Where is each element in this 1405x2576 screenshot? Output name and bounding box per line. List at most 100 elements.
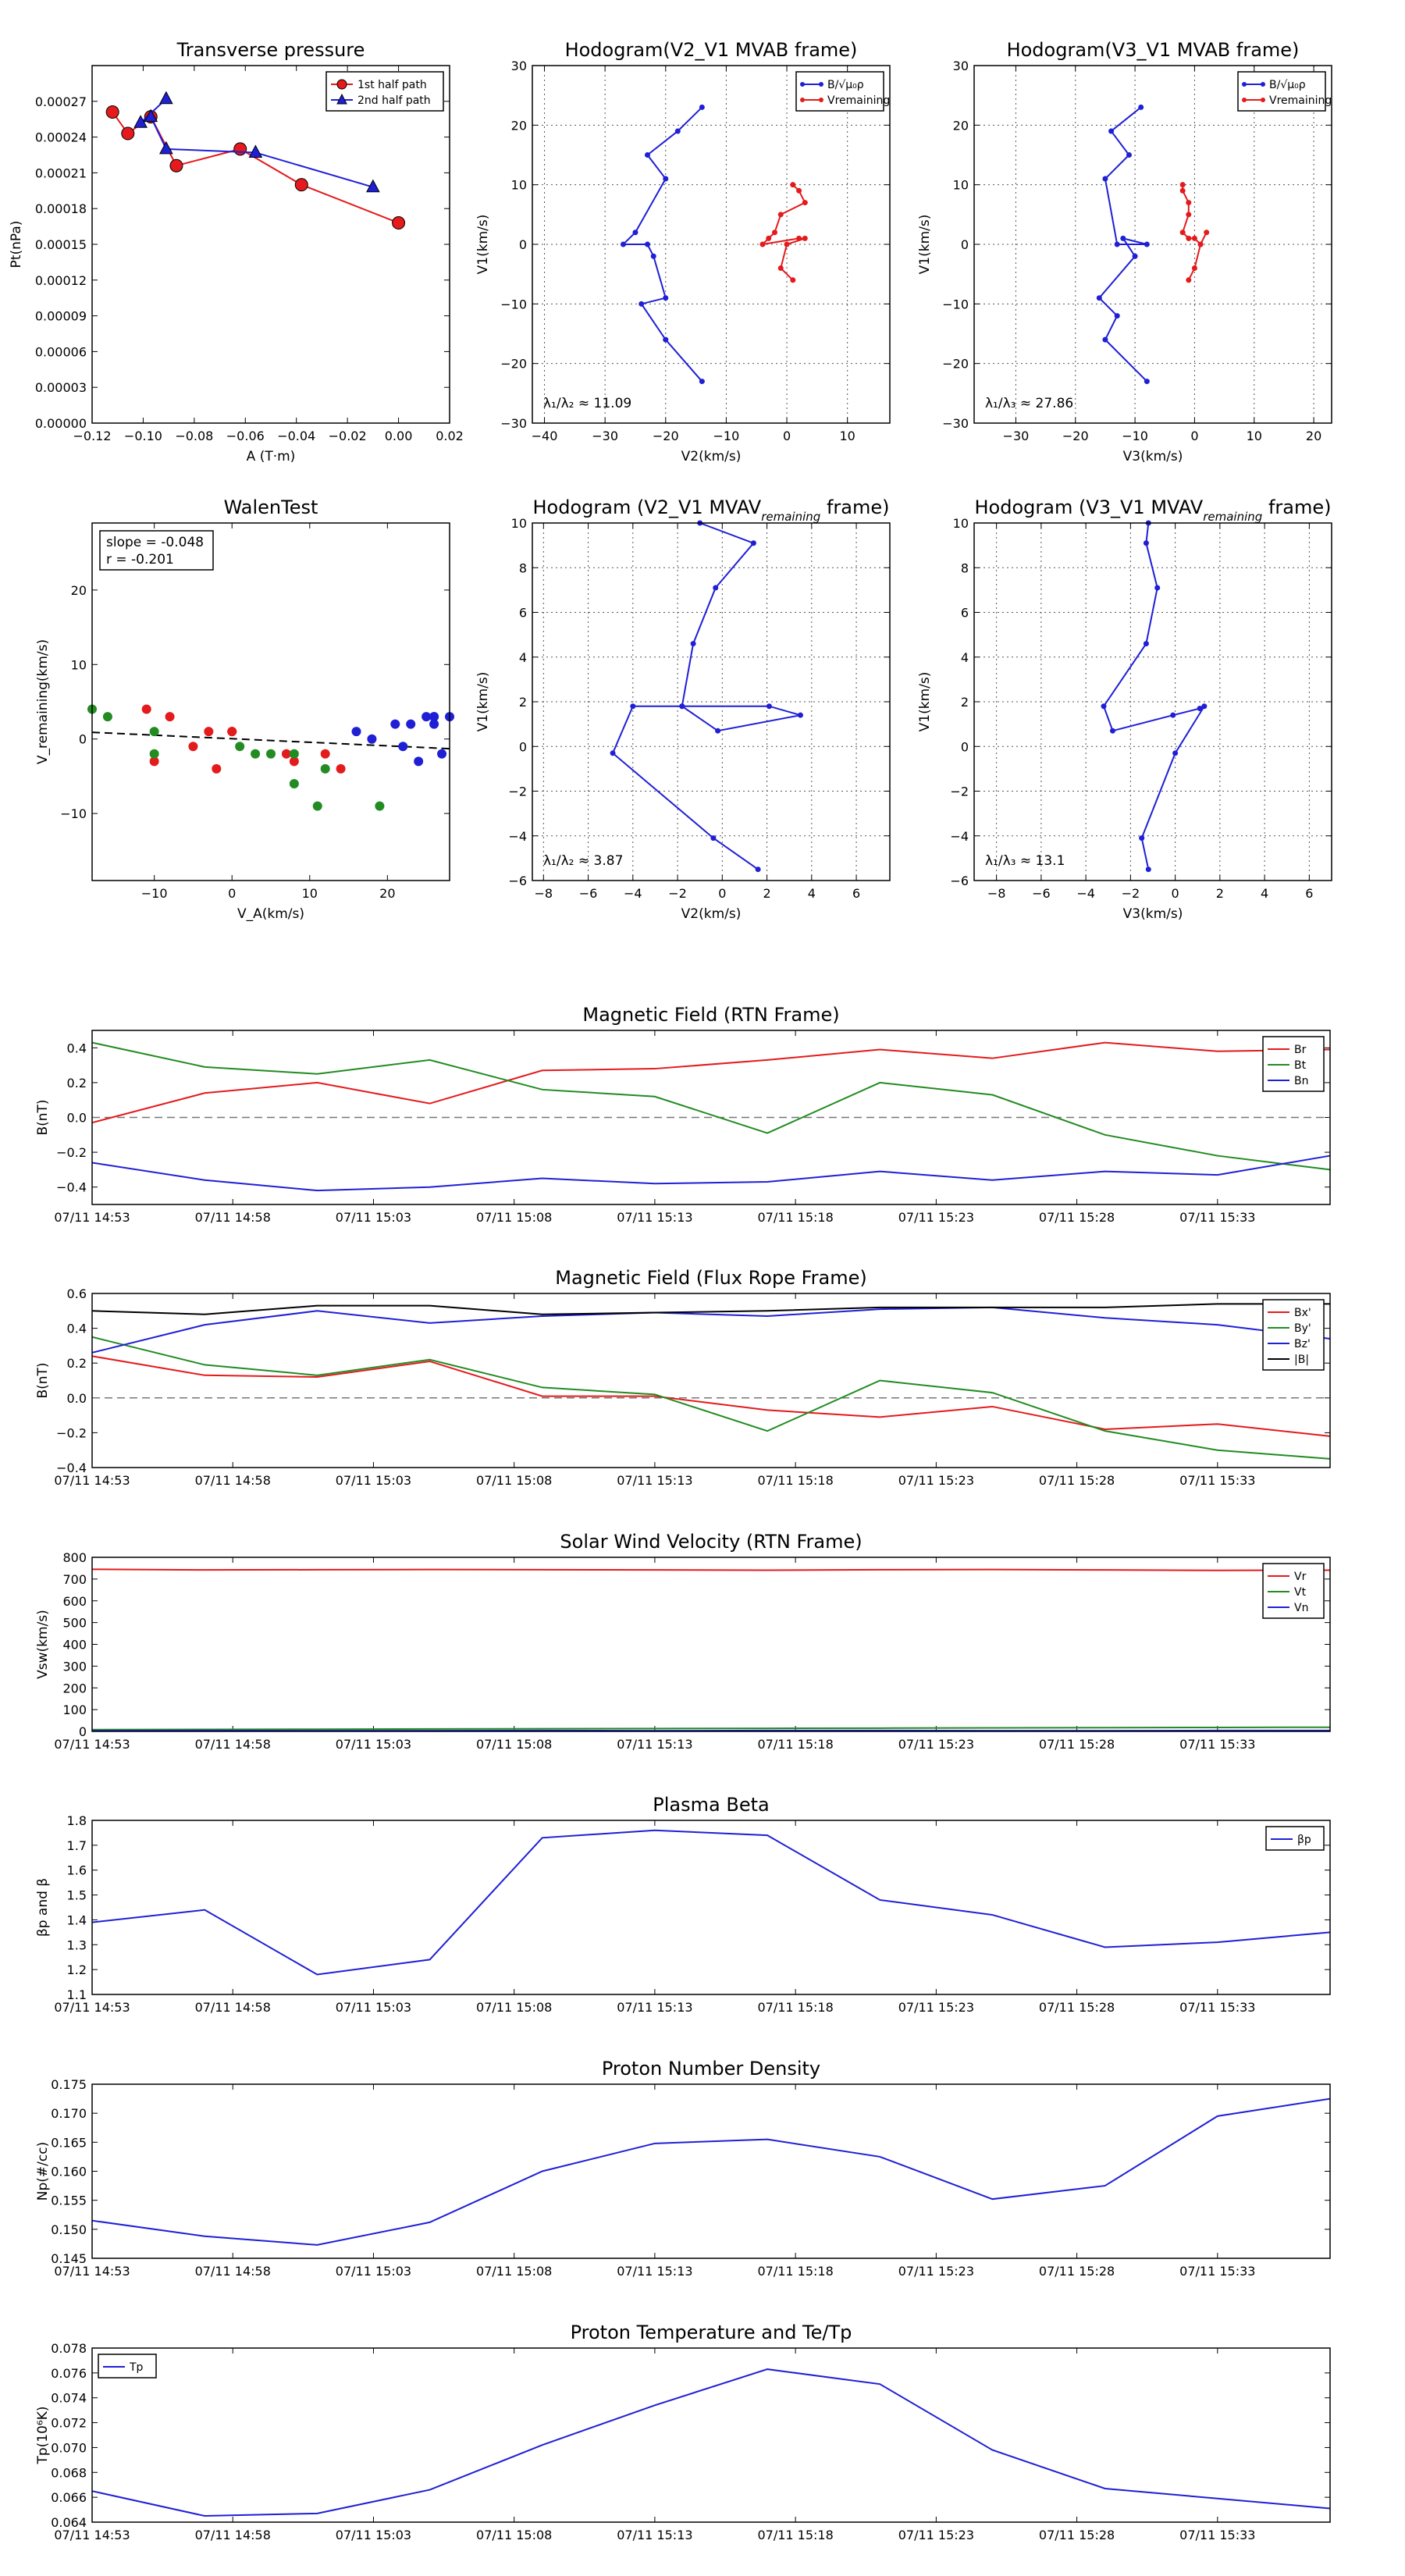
data-point bbox=[1102, 336, 1108, 343]
y-tick-label: −0.2 bbox=[56, 1425, 87, 1440]
x-axis-label: V_A(km/s) bbox=[237, 906, 304, 922]
data-point bbox=[759, 241, 766, 247]
data-point bbox=[772, 229, 778, 236]
data-point bbox=[235, 742, 245, 752]
y-tick-label: 6 bbox=[519, 606, 527, 621]
legend-marker bbox=[800, 98, 805, 102]
y-tick-label: 0.165 bbox=[51, 2135, 87, 2150]
data-point bbox=[663, 336, 669, 343]
x-tick-label: 07/11 15:33 bbox=[1179, 2264, 1255, 2279]
x-tick-label: 07/11 14:53 bbox=[54, 1473, 130, 1488]
y-axis-label: V1(km/s) bbox=[475, 672, 491, 732]
x-tick-label: 07/11 14:53 bbox=[54, 2000, 130, 2015]
data-point bbox=[1191, 235, 1197, 241]
data-point bbox=[144, 109, 158, 123]
data-point bbox=[437, 749, 447, 759]
series-line-0 bbox=[1102, 522, 1207, 870]
y-tick-label: 10 bbox=[511, 516, 527, 531]
y-tick-label: 30 bbox=[511, 59, 527, 73]
x-tick-label: 07/11 15:18 bbox=[757, 1210, 833, 1225]
data-point bbox=[632, 229, 638, 236]
y-tick-label: −10 bbox=[60, 806, 87, 821]
chart-bfr: Magnetic Field (Flux Rope Frame) −0.4 −0.2… bbox=[35, 1267, 1331, 1488]
y-tick-label: 0.00024 bbox=[35, 130, 87, 145]
data-point bbox=[644, 152, 650, 158]
series-line-0 bbox=[611, 522, 801, 870]
data-point bbox=[422, 712, 432, 722]
legend-label: Bt bbox=[1294, 1059, 1307, 1072]
x-tick-label: −40 bbox=[532, 429, 558, 443]
data-point bbox=[398, 742, 408, 752]
y-tick-label: −2 bbox=[508, 785, 527, 799]
y-tick-label: 0.4 bbox=[67, 1041, 87, 1055]
plot-frame bbox=[91, 2347, 1331, 2523]
y-tick-label: 1.7 bbox=[67, 1838, 87, 1853]
chart-vsw: Solar Wind Velocity (RTN Frame) 0 100 200 30… bbox=[35, 1531, 1331, 1752]
x-tick-label: 07/11 15:33 bbox=[1179, 2000, 1255, 2015]
x-tick-label: 07/11 15:13 bbox=[617, 1473, 692, 1488]
data-point bbox=[312, 801, 322, 811]
legend-marker bbox=[1261, 82, 1265, 87]
legend-marker bbox=[336, 93, 347, 105]
data-point bbox=[638, 301, 645, 307]
data-point bbox=[1120, 235, 1126, 241]
plot-frame bbox=[91, 1820, 1331, 1995]
data-point bbox=[620, 241, 626, 247]
data-point bbox=[1204, 229, 1210, 236]
x-tick-label: 0 bbox=[228, 886, 236, 901]
x-tick-label: 10 bbox=[839, 429, 855, 443]
y-tick-label: 0.00000 bbox=[35, 416, 87, 431]
data-point bbox=[133, 115, 148, 128]
series-line-Vr bbox=[91, 1568, 1331, 1571]
y-tick-label: 10 bbox=[511, 178, 527, 193]
data-point bbox=[1186, 200, 1192, 206]
data-point bbox=[663, 295, 669, 301]
y-axis-label: V_remaining(km/s) bbox=[35, 639, 51, 764]
data-point bbox=[159, 141, 173, 155]
x-tick-label: 10 bbox=[1247, 429, 1262, 443]
y-tick-label: 10 bbox=[71, 657, 87, 672]
y-tick-label: 0.175 bbox=[51, 2077, 87, 2092]
x-tick-label: 0 bbox=[718, 886, 726, 901]
data-point bbox=[375, 801, 385, 811]
x-tick-label: 07/11 14:53 bbox=[54, 2528, 130, 2542]
data-point bbox=[406, 719, 416, 729]
x-tick-label: 07/11 15:33 bbox=[1179, 2528, 1255, 2542]
x-tick-label: 0 bbox=[1172, 886, 1179, 901]
x-tick-label: 07/11 15:18 bbox=[757, 2528, 833, 2542]
legend-label: B/√μ₀ρ bbox=[827, 79, 864, 91]
y-tick-label: 4 bbox=[519, 650, 527, 665]
y-axis-label: Pt(nPa) bbox=[9, 221, 24, 269]
y-tick-label: 2 bbox=[961, 695, 969, 710]
y-tick-label: 0.4 bbox=[67, 1322, 87, 1336]
x-tick-label: 0.02 bbox=[436, 429, 464, 443]
legend-marker bbox=[1242, 82, 1247, 87]
y-tick-label: −6 bbox=[950, 873, 969, 888]
data-point bbox=[796, 235, 802, 241]
y-axis-label: Tp(10⁶K) bbox=[35, 2406, 51, 2464]
data-point bbox=[351, 727, 361, 737]
data-point bbox=[169, 158, 183, 173]
x-tick-label: 07/11 15:08 bbox=[476, 2528, 552, 2542]
chart-title: Plasma Beta bbox=[653, 1794, 769, 1816]
y-tick-label: −20 bbox=[500, 357, 527, 372]
y-tick-label: 0 bbox=[519, 237, 527, 252]
data-point bbox=[141, 704, 151, 714]
legend-marker bbox=[1261, 98, 1265, 102]
legend-box bbox=[795, 71, 884, 112]
y-tick-label: 0.00003 bbox=[35, 380, 87, 395]
legend-label: 1st half path bbox=[357, 79, 427, 91]
x-tick-label: 07/11 15:13 bbox=[617, 1737, 692, 1752]
data-point bbox=[1108, 128, 1115, 134]
chart-title: Proton Number Density bbox=[602, 2058, 820, 2080]
x-tick-label: 07/11 15:28 bbox=[1039, 1473, 1115, 1488]
legend-marker bbox=[819, 82, 823, 87]
x-axis-label: V3(km/s) bbox=[1123, 449, 1183, 464]
x-tick-label: 07/11 15:03 bbox=[336, 1210, 411, 1225]
data-point bbox=[320, 763, 330, 774]
data-point bbox=[1145, 866, 1151, 873]
series-line-B bbox=[91, 1303, 1330, 1315]
data-point bbox=[1172, 750, 1179, 756]
legend-marker bbox=[1242, 98, 1247, 102]
x-tick-label: −6 bbox=[1032, 886, 1051, 901]
